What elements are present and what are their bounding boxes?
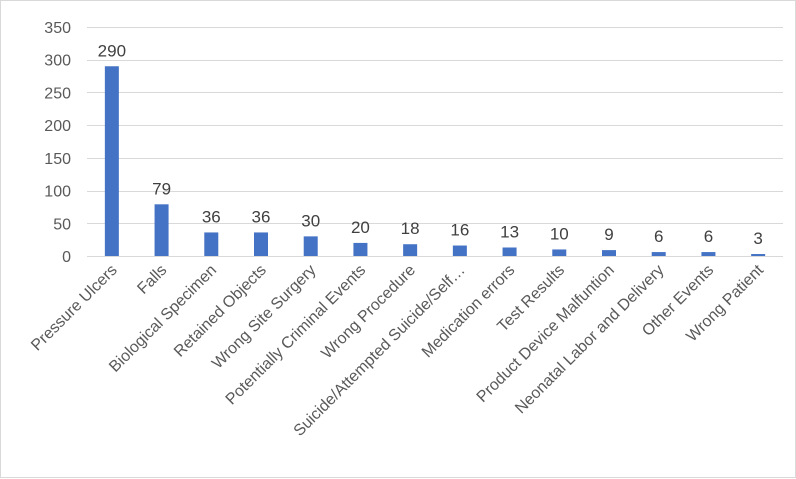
x-tick-label: Falls xyxy=(134,262,170,298)
bar xyxy=(403,244,418,256)
bar xyxy=(254,232,268,256)
y-tick-label: 200 xyxy=(44,118,71,135)
data-labels: 290 79 36 36 30 20 18 16 13 10 9 6 6 3 xyxy=(98,41,763,248)
bars xyxy=(104,66,766,256)
x-tick-label: Medication errors xyxy=(419,262,518,361)
bar xyxy=(353,242,368,256)
bar xyxy=(104,66,119,256)
y-tick-label: 0 xyxy=(62,249,71,266)
bar xyxy=(502,247,517,256)
data-label: 6 xyxy=(704,227,713,246)
y-tick-label: 350 xyxy=(44,20,71,37)
y-axis-ticks: 0 50 100 150 200 250 300 350 xyxy=(44,20,71,266)
bar xyxy=(204,232,219,256)
y-tick-label: 250 xyxy=(44,85,71,102)
data-label: 16 xyxy=(450,221,469,240)
data-label: 36 xyxy=(252,207,271,226)
data-label: 10 xyxy=(550,224,569,243)
data-label: 13 xyxy=(500,222,519,241)
gridlines xyxy=(87,27,783,257)
data-label: 9 xyxy=(604,225,613,244)
bar xyxy=(651,252,666,256)
x-tick-label: Retained Objects xyxy=(171,262,270,361)
bar xyxy=(552,249,567,256)
data-label: 20 xyxy=(351,218,370,237)
y-tick-label: 300 xyxy=(44,53,71,70)
data-label: 290 xyxy=(98,41,126,60)
data-label: 36 xyxy=(202,207,221,226)
data-label: 30 xyxy=(301,211,320,230)
data-label: 3 xyxy=(753,229,762,248)
data-label: 6 xyxy=(654,227,663,246)
bar xyxy=(452,245,467,256)
data-label: 18 xyxy=(401,219,420,238)
bar xyxy=(751,254,766,256)
x-tick-label: Wrong Procedure xyxy=(318,262,419,363)
x-tick-label: Pressure Ulcers xyxy=(28,262,120,354)
bar xyxy=(154,204,169,256)
y-tick-label: 150 xyxy=(44,151,71,168)
bar xyxy=(303,236,318,256)
bar xyxy=(602,250,616,256)
data-label: 79 xyxy=(152,179,171,198)
bar xyxy=(701,252,716,256)
y-tick-label: 100 xyxy=(44,184,71,201)
y-tick-label: 50 xyxy=(53,216,71,233)
